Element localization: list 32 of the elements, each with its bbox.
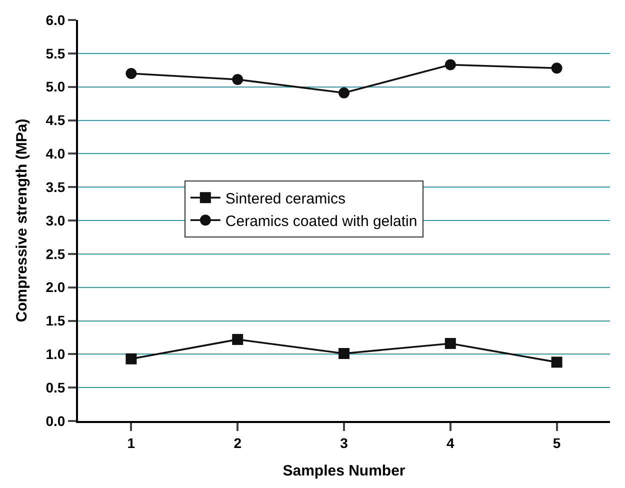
y-tick-label: 4.0 bbox=[46, 146, 66, 162]
point bbox=[444, 59, 456, 70]
point bbox=[126, 68, 137, 79]
point bbox=[338, 87, 350, 98]
x-tick-label: 5 bbox=[552, 434, 561, 451]
y-tick-label: 3.5 bbox=[46, 178, 66, 195]
legend-label: Sintered ceramics bbox=[225, 190, 346, 208]
y-tick-label: 5.5 bbox=[46, 45, 66, 62]
point bbox=[551, 62, 562, 74]
x-tick-label: 1 bbox=[127, 434, 136, 451]
y-tick-label: 0.0 bbox=[46, 412, 66, 429]
y-tick-label: 3.0 bbox=[46, 212, 66, 228]
point bbox=[338, 348, 350, 359]
y-tick-label: 6.0 bbox=[46, 12, 66, 28]
y-tick-label: 2.0 bbox=[46, 279, 66, 296]
x-tick-label: 4 bbox=[446, 434, 454, 451]
y-tick-label: 4.5 bbox=[46, 112, 66, 128]
point bbox=[126, 353, 137, 364]
y-axis-title: Compressive strength (MPa) bbox=[13, 118, 30, 322]
point bbox=[551, 356, 562, 368]
point bbox=[232, 74, 244, 85]
y-tick-label: 2.5 bbox=[46, 246, 66, 262]
y-tick-label: 1.0 bbox=[46, 346, 66, 362]
point bbox=[232, 334, 244, 345]
point bbox=[444, 338, 456, 349]
x-tick-label: 2 bbox=[234, 434, 242, 451]
y-tick-label: 1.5 bbox=[46, 312, 66, 329]
y-tick-label: 0.5 bbox=[46, 379, 66, 396]
x-tick-label: 3 bbox=[340, 434, 348, 451]
legend-label: Ceramics coated with gelatin bbox=[225, 213, 418, 230]
y-tick-label: 5.0 bbox=[46, 78, 66, 95]
x-axis-title: Samples Number bbox=[282, 462, 406, 480]
